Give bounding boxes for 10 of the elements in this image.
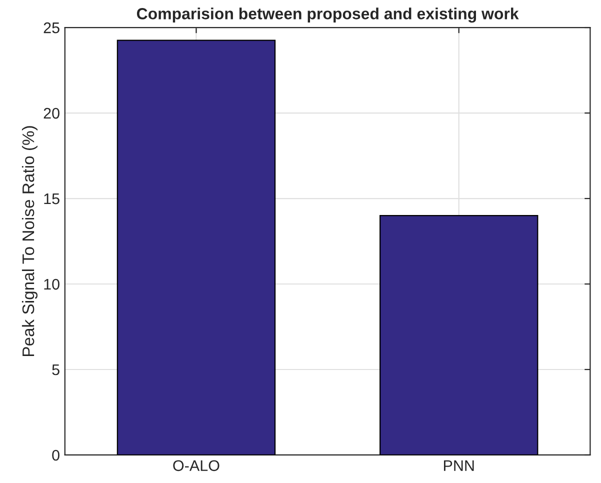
x-tick-label: PNN (444, 460, 474, 471)
chart-title: Comparision between proposed and existing work (136, 8, 519, 23)
y-axis-title: Peak Signal To Noise Ratio (%) (22, 126, 38, 356)
x-tick-label: O-ALO (173, 460, 220, 472)
y-tick-label: 0 (52, 450, 60, 461)
y-tick-label: 5 (52, 364, 60, 376)
y-tick-label: 10 (44, 278, 60, 290)
y-tick-label: 15 (44, 194, 60, 204)
y-tick-label: 20 (44, 108, 60, 119)
y-tick-label: 25 (44, 22, 60, 34)
